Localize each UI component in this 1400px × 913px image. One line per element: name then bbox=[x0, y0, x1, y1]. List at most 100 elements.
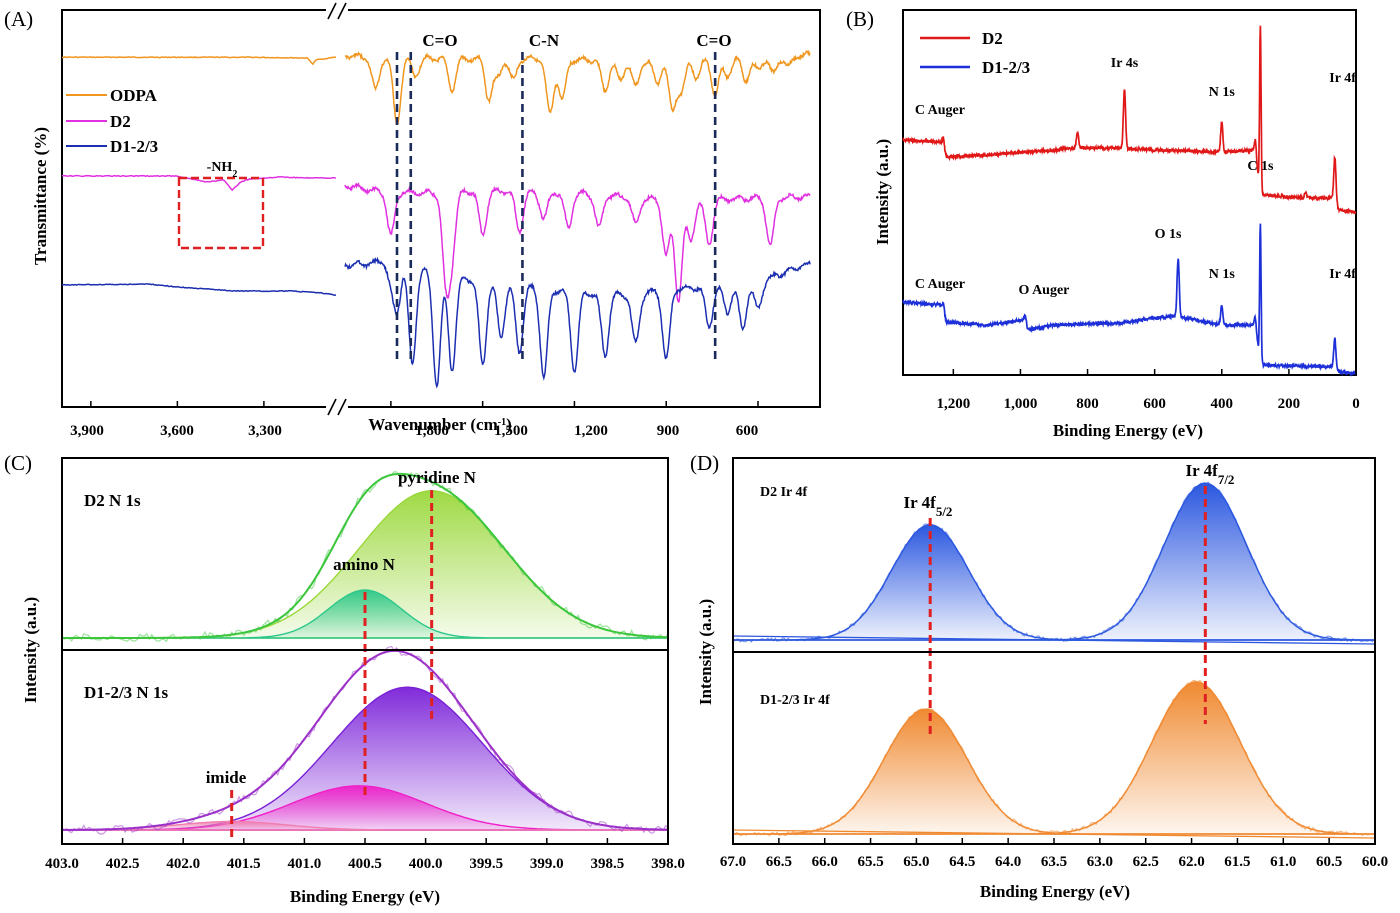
panel-d-plot bbox=[732, 481, 1376, 839]
panel-a: (A) 3,900 3,600 3,300 1,800 1,500 1,200 … bbox=[4, 0, 821, 439]
peak-annotation: O 1s bbox=[1155, 227, 1182, 242]
peak-annotation: N 1s bbox=[1209, 85, 1236, 100]
legend-label-odpa: ODPA bbox=[110, 86, 158, 105]
spectrum-line-right bbox=[344, 49, 811, 125]
legend-label-d2: D2 bbox=[110, 112, 131, 131]
ann-imide: imide bbox=[206, 768, 247, 787]
raw-spectrum-line bbox=[732, 679, 1374, 837]
d-x-axis-title: Binding Energy (eV) bbox=[980, 882, 1130, 901]
envelope-line bbox=[62, 472, 669, 639]
panel-d-x-ticks: 67.0 66.5 66.0 65.5 65.0 64.5 64.0 63.5 63.0 62.5… bbox=[720, 838, 1388, 870]
peak-annotation: Ir 4f bbox=[1329, 267, 1356, 282]
b-x-tick: 800 bbox=[1076, 396, 1099, 412]
peak-annotation: C Auger bbox=[915, 277, 965, 292]
d-x-tick: 63.5 bbox=[1041, 854, 1067, 870]
d-x-tick: 65.5 bbox=[857, 854, 883, 870]
panel-b-annotations: C Auger Ir 4s N 1s C 1s Ir 4f C Auger O Auger O… bbox=[915, 56, 1356, 298]
d-y-axis-title: Intensity (a.u.) bbox=[696, 599, 715, 705]
a-x-tick: 1,800 bbox=[415, 423, 449, 439]
peak-annotation: C Auger bbox=[915, 103, 965, 118]
c-x-tick: 402.0 bbox=[166, 856, 200, 872]
c-x-tick: 400.0 bbox=[409, 856, 443, 872]
survey-spectrum-line bbox=[902, 25, 1357, 215]
peak-annotation: N 1s bbox=[1209, 267, 1236, 282]
d-x-tick: 66.5 bbox=[766, 854, 792, 870]
ann-pyridine-n: pyridine N bbox=[398, 468, 477, 487]
panel-a-label: (A) bbox=[4, 7, 33, 31]
b-x-tick: 400 bbox=[1211, 396, 1234, 412]
b-x-tick: 600 bbox=[1143, 396, 1166, 412]
fit-component-area bbox=[733, 482, 1375, 641]
axis-break-mark bbox=[327, 398, 337, 416]
d-x-tick: 60.0 bbox=[1362, 854, 1388, 870]
spectrum-line-right bbox=[344, 182, 811, 303]
a-x-tick: 3,600 bbox=[160, 423, 194, 439]
d-x-tick: 66.0 bbox=[812, 854, 838, 870]
legend-label-d2: D2 bbox=[982, 29, 1003, 48]
d-x-tick: 67.0 bbox=[720, 854, 746, 870]
axis-break-mark bbox=[337, 398, 347, 416]
raw-spectrum-line bbox=[61, 471, 669, 643]
raw-spectrum-line bbox=[732, 481, 1374, 643]
panel-b-label: (B) bbox=[846, 7, 874, 31]
spectrum-line-left bbox=[62, 283, 336, 296]
b-x-tick: 1,000 bbox=[1004, 396, 1038, 412]
a-x-tick: 1,500 bbox=[494, 423, 528, 439]
d-x-tick: 63.0 bbox=[1087, 854, 1113, 870]
nh2-label: -NH2 bbox=[207, 160, 238, 180]
c-x-tick: 400.5 bbox=[348, 856, 382, 872]
d-x-tick: 62.5 bbox=[1133, 854, 1159, 870]
c-x-tick: 398.5 bbox=[591, 856, 625, 872]
a-x-tick: 1,200 bbox=[574, 423, 608, 439]
a-x-tick: 3,900 bbox=[70, 423, 104, 439]
d-x-tick: 61.5 bbox=[1224, 854, 1250, 870]
c-x-tick: 401.5 bbox=[227, 856, 261, 872]
axis-break-mark bbox=[327, 2, 337, 20]
legend-label-d1: D1-2/3 bbox=[982, 58, 1030, 77]
axis-break-top-mask bbox=[326, 0, 348, 24]
d-x-tick: 64.0 bbox=[995, 854, 1021, 870]
panel-c-plot bbox=[61, 471, 669, 842]
a-x-tick: 600 bbox=[736, 423, 759, 439]
panel-d: (D) Intensity (a.u.) D2 Ir 4f D1-2/3 Ir … bbox=[690, 451, 1388, 901]
c-x-tick: 402.5 bbox=[106, 856, 140, 872]
d-x-tick: 65.0 bbox=[903, 854, 929, 870]
nh2-highlight-box bbox=[177, 176, 265, 250]
spectrum-line-right bbox=[344, 256, 811, 389]
a-x-tick: 3,300 bbox=[248, 423, 282, 439]
marker-label-co-2: C=O bbox=[696, 31, 731, 50]
peak-annotation: Ir 4f bbox=[1329, 71, 1356, 86]
panel-b-frame bbox=[902, 9, 1357, 376]
c-x-tick: 401.0 bbox=[288, 856, 322, 872]
c-x-tick: 398.0 bbox=[651, 856, 685, 872]
panel-c-label: (C) bbox=[4, 451, 32, 475]
panel-b-plot bbox=[902, 25, 1357, 377]
c-subpanel-title-d2: D2 N 1s bbox=[84, 491, 141, 510]
b-x-tick: 1,200 bbox=[936, 396, 970, 412]
d-subpanel-title-d1: D1-2/3 Ir 4f bbox=[760, 693, 830, 708]
b-y-axis-title: Intensity (a.u.) bbox=[873, 139, 892, 245]
d-x-tick: 62.0 bbox=[1178, 854, 1204, 870]
peak-annotation: C 1s bbox=[1247, 159, 1274, 174]
d-x-tick: 60.5 bbox=[1316, 854, 1342, 870]
a-y-axis-title: Transmittance (%) bbox=[31, 127, 50, 265]
ann-ir-4f52: Ir 4f5/2 bbox=[904, 493, 953, 519]
marker-label-cn: C-N bbox=[529, 31, 560, 50]
d-subpanel-title-d2: D2 Ir 4f bbox=[760, 485, 808, 500]
c-y-axis-title: Intensity (a.u.) bbox=[21, 597, 40, 703]
peak-annotation: Ir 4s bbox=[1111, 56, 1139, 71]
a-x-tick: 900 bbox=[657, 423, 680, 439]
panel-a-plot bbox=[62, 49, 811, 407]
panel-a-frame bbox=[61, 9, 821, 408]
panel-c: (C) Intensity (a.u.) D2 N 1s D1-2/3 N 1s… bbox=[4, 451, 685, 906]
background-line bbox=[732, 829, 1376, 839]
survey-spectrum-line bbox=[902, 223, 1357, 377]
panel-b-x-ticks: 1,200 1,000 800 600 400 200 0 bbox=[936, 369, 1360, 412]
fit-component-area bbox=[61, 820, 668, 831]
c-x-axis-title: Binding Energy (eV) bbox=[290, 887, 440, 906]
a-x-axis-title: Wavenumber (cm-1) bbox=[368, 415, 512, 434]
b-x-axis-title: Binding Energy (eV) bbox=[1053, 421, 1203, 440]
c-x-tick: 399.0 bbox=[530, 856, 564, 872]
ann-amino-n: amino N bbox=[333, 555, 396, 574]
